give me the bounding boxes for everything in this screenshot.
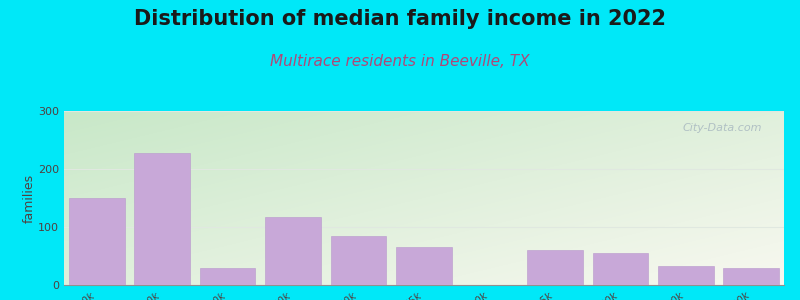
Bar xyxy=(266,217,321,285)
Text: Multirace residents in Beeville, TX: Multirace residents in Beeville, TX xyxy=(270,54,530,69)
Text: City-Data.com: City-Data.com xyxy=(683,123,762,133)
Bar xyxy=(658,266,714,285)
Bar xyxy=(527,250,582,285)
Bar xyxy=(723,268,779,285)
Bar xyxy=(69,198,125,285)
Bar xyxy=(330,236,386,285)
Bar xyxy=(200,268,255,285)
Y-axis label: families: families xyxy=(22,173,35,223)
Bar xyxy=(134,153,190,285)
Bar xyxy=(593,253,648,285)
Text: Distribution of median family income in 2022: Distribution of median family income in … xyxy=(134,9,666,29)
Bar xyxy=(396,247,452,285)
